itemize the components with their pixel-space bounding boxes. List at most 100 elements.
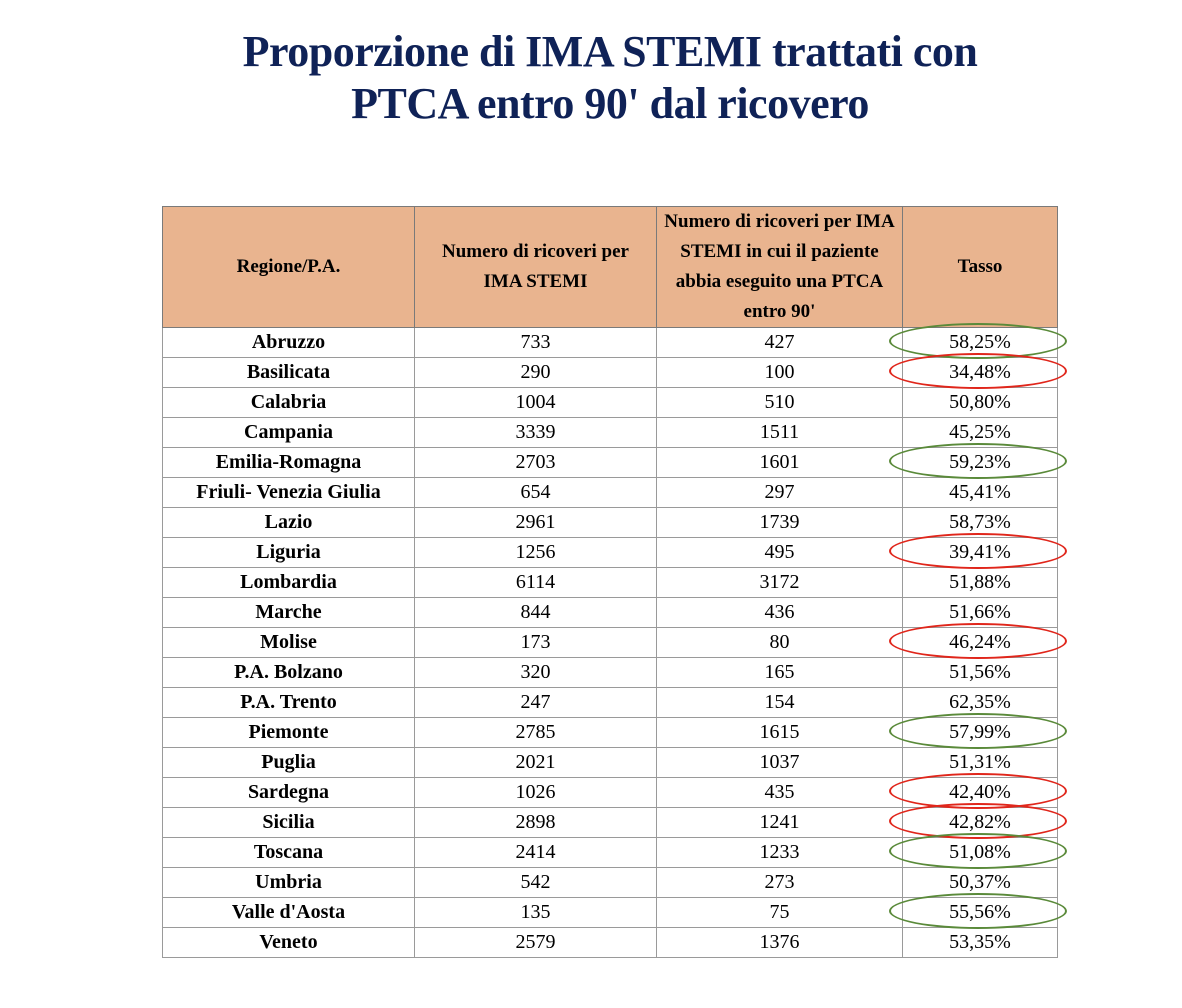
table-row: Sicilia 2898 1241 42,82% [162, 803, 1067, 839]
region-cell: Abruzzo [162, 327, 415, 358]
admissions-cell: 844 [414, 597, 657, 628]
region-cell-text: Sicilia [262, 811, 315, 833]
table-row: Puglia 2021 1037 51,31% [162, 747, 1058, 778]
title-line-2: PTCA entro 90' dal ricovero [351, 79, 869, 128]
region-cell-text: Lazio [264, 511, 313, 533]
table-row: Molise 173 80 46,24% [162, 623, 1067, 659]
ptca-cell-text: 165 [764, 661, 795, 683]
region-cell: Lombardia [162, 567, 415, 598]
region-cell-text: Campania [244, 421, 333, 443]
rate-cell-text: 39,41% [949, 541, 1011, 563]
rate-cell-text: 42,82% [949, 811, 1011, 833]
admissions-cell: 135 [414, 897, 657, 928]
admissions-cell: 3339 [414, 417, 657, 448]
table-row: Valle d'Aosta 135 75 55,56% [162, 893, 1067, 929]
admissions-cell: 2703 [414, 447, 657, 478]
ptca-cell-text: 75 [769, 901, 790, 923]
table-row: P.A. Bolzano 320 165 51,56% [162, 657, 1058, 688]
admissions-cell: 173 [414, 627, 657, 658]
ptca-cell-text: 273 [764, 871, 795, 893]
ptca-cell: 1511 [656, 417, 903, 448]
admissions-cell-text: 2579 [515, 931, 556, 953]
admissions-cell-text: 135 [520, 901, 551, 923]
ptca-cell: 427 [656, 327, 903, 358]
ptca-cell-text: 3172 [759, 571, 800, 593]
region-cell-text: Puglia [261, 751, 316, 773]
region-cell: Sicilia [162, 807, 415, 838]
region-cell: Basilicata [162, 357, 415, 388]
ptca-cell: 495 [656, 537, 903, 568]
ptca-cell: 154 [656, 687, 903, 718]
region-cell-text: Lombardia [240, 571, 337, 593]
region-cell: Lazio [162, 507, 415, 538]
ptca-cell-text: 510 [764, 391, 795, 413]
admissions-cell: 6114 [414, 567, 657, 598]
table-body: Abruzzo 733 427 58,25% Basilicata 290 100 34,48… [162, 323, 1067, 958]
ptca-cell-text: 1376 [759, 931, 800, 953]
rate-cell-text: 34,48% [949, 361, 1011, 383]
header-region: Regione/P.A. [162, 206, 415, 328]
admissions-cell: 1256 [414, 537, 657, 568]
region-cell: Molise [162, 627, 415, 658]
rate-cell: 42,82% [889, 803, 1067, 839]
ptca-cell: 75 [656, 897, 903, 928]
rate-cell: 51,66% [902, 597, 1058, 628]
region-cell: Puglia [162, 747, 415, 778]
table-header-row: Regione/P.A. Numero di ricoveri per IMA … [162, 206, 1058, 328]
ptca-cell: 1739 [656, 507, 903, 538]
rate-cell-text: 55,56% [949, 901, 1011, 923]
table-row: P.A. Trento 247 154 62,35% [162, 687, 1058, 718]
ptca-cell-text: 427 [764, 331, 795, 353]
table-row: Lazio 2961 1739 58,73% [162, 507, 1058, 538]
rate-cell: 46,24% [889, 623, 1067, 659]
rate-cell-text: 58,25% [949, 331, 1011, 353]
rate-cell-text: 51,08% [949, 841, 1011, 863]
ptca-cell: 3172 [656, 567, 903, 598]
admissions-cell-text: 2414 [515, 841, 556, 863]
ptca-cell-text: 1601 [759, 451, 800, 473]
rate-cell-text: 45,41% [949, 481, 1011, 503]
admissions-cell: 1026 [414, 777, 657, 808]
region-cell: Marche [162, 597, 415, 628]
admissions-cell-text: 2785 [515, 721, 556, 743]
rate-cell-text: 51,56% [949, 661, 1011, 683]
ptca-cell-text: 154 [764, 691, 795, 713]
rate-cell: 51,31% [902, 747, 1058, 778]
ptca-cell-text: 1037 [759, 751, 800, 773]
rate-cell-text: 59,23% [949, 451, 1011, 473]
ptca-cell-text: 297 [764, 481, 795, 503]
ptca-cell: 510 [656, 387, 903, 418]
rate-cell-text: 51,66% [949, 601, 1011, 623]
ptca-cell: 1376 [656, 927, 903, 958]
rate-cell: 62,35% [902, 687, 1058, 718]
rate-cell-text: 53,35% [949, 931, 1011, 953]
admissions-cell: 2785 [414, 717, 657, 748]
table-row: Toscana 2414 1233 51,08% [162, 833, 1067, 869]
table-row: Umbria 542 273 50,37% [162, 867, 1058, 898]
ptca-cell-text: 80 [769, 631, 790, 653]
admissions-cell-text: 1004 [515, 391, 556, 413]
region-cell-text: Umbria [255, 871, 322, 893]
ptca-cell-text: 1511 [759, 421, 800, 443]
region-cell: Campania [162, 417, 415, 448]
ptca-cell-text: 1233 [759, 841, 800, 863]
admissions-cell: 2961 [414, 507, 657, 538]
rate-cell: 53,35% [902, 927, 1058, 958]
admissions-cell-text: 2961 [515, 511, 556, 533]
ptca-cell: 273 [656, 867, 903, 898]
region-cell-text: Basilicata [246, 361, 331, 383]
region-cell-text: Emilia-Romagna [215, 451, 362, 473]
rate-cell: 45,25% [902, 417, 1058, 448]
rate-cell-text: 57,99% [949, 721, 1011, 743]
rate-cell-text: 42,40% [949, 781, 1011, 803]
ptca-cell: 435 [656, 777, 903, 808]
ptca-cell: 100 [656, 357, 903, 388]
rate-cell: 51,08% [889, 833, 1067, 869]
region-cell-text: Valle d'Aosta [231, 901, 346, 923]
table-row: Liguria 1256 495 39,41% [162, 533, 1067, 569]
ptca-cell: 165 [656, 657, 903, 688]
admissions-cell-text: 1256 [515, 541, 556, 563]
header-admissions: Numero di ricoveri per IMA STEMI [414, 206, 657, 328]
rate-cell: 55,56% [889, 893, 1067, 929]
admissions-cell: 320 [414, 657, 657, 688]
